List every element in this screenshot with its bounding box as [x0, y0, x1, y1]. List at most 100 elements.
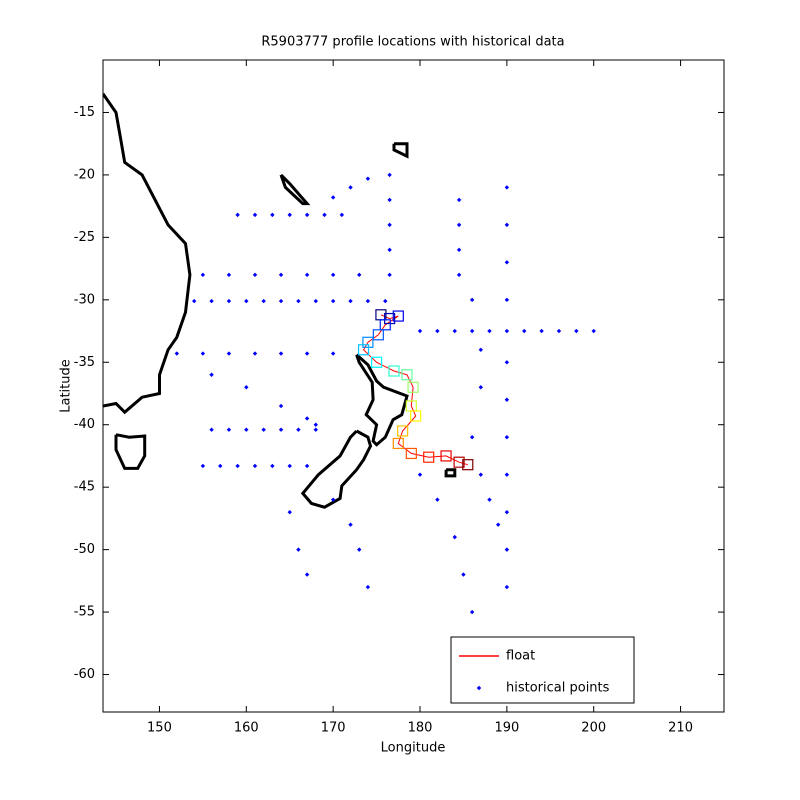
- historical-point: [383, 298, 388, 304]
- float-profile: [392, 310, 404, 322]
- float-profile: [357, 344, 370, 356]
- historical-point: [244, 427, 249, 432]
- historical-point: [469, 435, 475, 440]
- historical-point: [478, 472, 484, 477]
- x-tick-label: 160: [234, 721, 259, 736]
- historical-point: [200, 463, 206, 469]
- y-tick-label: -60: [74, 667, 95, 682]
- coastline: [279, 173, 311, 206]
- historical-point: [304, 351, 310, 356]
- historical-point: [209, 427, 214, 432]
- float-profile: [372, 329, 384, 341]
- historical-point: [278, 403, 284, 409]
- historical-point: [244, 385, 249, 390]
- x-tick-label: 180: [408, 721, 433, 736]
- historical-point: [504, 435, 510, 440]
- historical-point: [304, 572, 310, 577]
- historical-point: [261, 427, 266, 432]
- historical-point: [365, 298, 371, 304]
- historical-point: [174, 351, 180, 356]
- x-tick-label: 200: [581, 721, 606, 736]
- coastline: [444, 468, 457, 478]
- historical-point: [191, 298, 197, 304]
- historical-point: [478, 385, 484, 390]
- float-profile: [410, 410, 422, 422]
- float-track: [362, 314, 468, 466]
- historical-point: [504, 297, 510, 303]
- historical-point: [244, 298, 249, 304]
- x-axis-label: Longitude: [381, 741, 446, 756]
- historical-point: [270, 212, 275, 218]
- historical-point: [278, 298, 284, 304]
- historical-point: [556, 328, 562, 334]
- coastline: [355, 353, 409, 447]
- historical-point: [313, 422, 318, 427]
- y-tick-label: -30: [74, 292, 95, 307]
- coastline: [114, 433, 147, 470]
- historical-point: [504, 222, 510, 228]
- historical-point: [417, 328, 423, 334]
- historical-point: [296, 298, 301, 304]
- legend-label: float: [506, 649, 535, 664]
- float-profile: [407, 381, 419, 393]
- float-profile: [453, 456, 465, 468]
- historical-point: [456, 197, 462, 203]
- historical-point: [357, 272, 362, 278]
- historical-point: [504, 584, 510, 590]
- float-profile: [423, 451, 435, 463]
- y-tick-label: -25: [74, 230, 95, 245]
- legend-box: [450, 636, 635, 704]
- historical-point: [226, 298, 232, 304]
- historical-point: [200, 272, 206, 278]
- historical-point: [287, 212, 292, 218]
- historical-point: [218, 463, 223, 469]
- historical-point: [504, 472, 510, 477]
- y-tick-label: -50: [74, 542, 95, 557]
- float-profile: [440, 450, 452, 462]
- historical-point: [387, 247, 392, 253]
- historical-point: [330, 351, 336, 356]
- historical-point: [304, 212, 310, 218]
- historical-point: [252, 463, 258, 469]
- historical-point: [304, 416, 310, 421]
- historical-point: [270, 463, 275, 469]
- historical-point: [365, 176, 371, 181]
- y-tick-label: -45: [74, 480, 95, 495]
- historical-point: [261, 298, 266, 304]
- historical-point: [387, 272, 392, 278]
- legend-swatch: [476, 685, 482, 691]
- float-profile: [392, 437, 404, 450]
- historical-point: [313, 427, 318, 432]
- historical-point: [387, 172, 392, 178]
- x-tick-label: 150: [147, 721, 172, 736]
- historical-point: [469, 328, 475, 334]
- historical-point: [200, 351, 206, 356]
- historical-point: [452, 534, 457, 540]
- historical-point: [313, 298, 318, 304]
- float-profile: [370, 356, 383, 368]
- historical-point: [504, 360, 510, 365]
- float-profile: [405, 447, 417, 460]
- historical-point: [539, 328, 544, 334]
- float-profile: [397, 425, 409, 437]
- plot-area: [103, 92, 596, 615]
- historical-point: [226, 351, 232, 356]
- coastline: [300, 429, 373, 509]
- historical-point: [456, 222, 462, 228]
- historical-point: [495, 522, 501, 527]
- historical-point: [504, 547, 510, 552]
- float-profile: [362, 336, 374, 348]
- historical-point: [226, 427, 232, 432]
- float-profile: [462, 459, 474, 471]
- historical-point: [348, 522, 353, 527]
- historical-point: [252, 351, 258, 356]
- historical-point: [487, 328, 492, 334]
- historical-point: [504, 397, 510, 402]
- legend: float historical points: [450, 636, 635, 704]
- historical-point: [339, 212, 345, 218]
- historical-point: [278, 272, 284, 278]
- historical-point: [330, 497, 336, 502]
- historical-point: [296, 547, 301, 552]
- historical-point: [469, 609, 475, 615]
